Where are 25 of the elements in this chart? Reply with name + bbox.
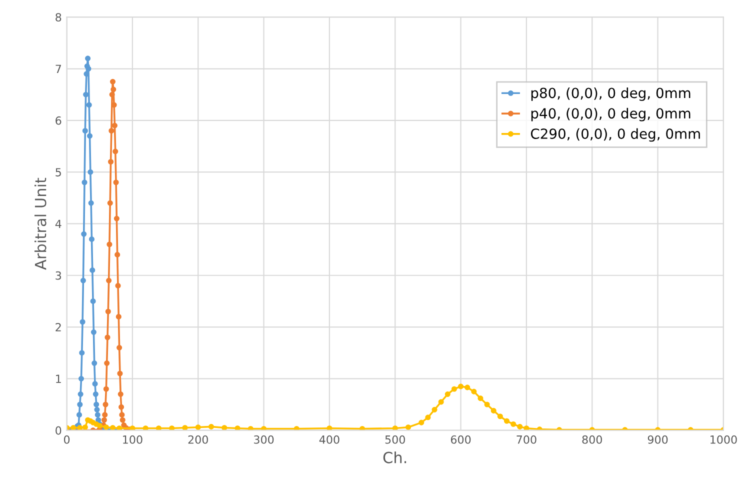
y-tick-label: 4 — [55, 220, 62, 228]
y-tick-label: 0 — [56, 426, 62, 435]
x-axis-title: Ch. — [383, 451, 406, 464]
x-tick-label: 400 — [319, 435, 340, 444]
y-axis-title: Arbitral Unit — [34, 178, 46, 270]
x-tick-label: 900 — [648, 435, 668, 444]
x-tick-label: 100 — [123, 435, 142, 444]
y-tick-label: 6 — [56, 116, 62, 125]
x-tick-label: 300 — [254, 435, 274, 444]
x-tick-label: 200 — [188, 435, 208, 444]
x-tick-label: 1000 — [710, 435, 737, 444]
legend-label: p40, (0,0), 0 deg, 0mm — [531, 108, 690, 122]
legend-label: C290, (0,0), 0 deg, 0mm — [530, 128, 700, 142]
x-tick-label: 700 — [516, 435, 536, 444]
x-tick-label: 500 — [385, 435, 405, 444]
x-tick-label: 0 — [64, 435, 70, 444]
y-tick-label: 1 — [56, 374, 61, 383]
legend-label: p80, (0,0), 0 deg, 0mm — [531, 87, 690, 101]
y-tick-label: 7 — [56, 64, 61, 73]
y-tick-label: 8 — [56, 13, 62, 22]
x-tick-label: 600 — [450, 435, 471, 444]
x-tick-label: 800 — [582, 435, 602, 444]
y-tick-label: 3 — [56, 271, 62, 280]
y-tick-label: 5 — [56, 168, 61, 176]
y-tick-label: 2 — [56, 322, 61, 332]
